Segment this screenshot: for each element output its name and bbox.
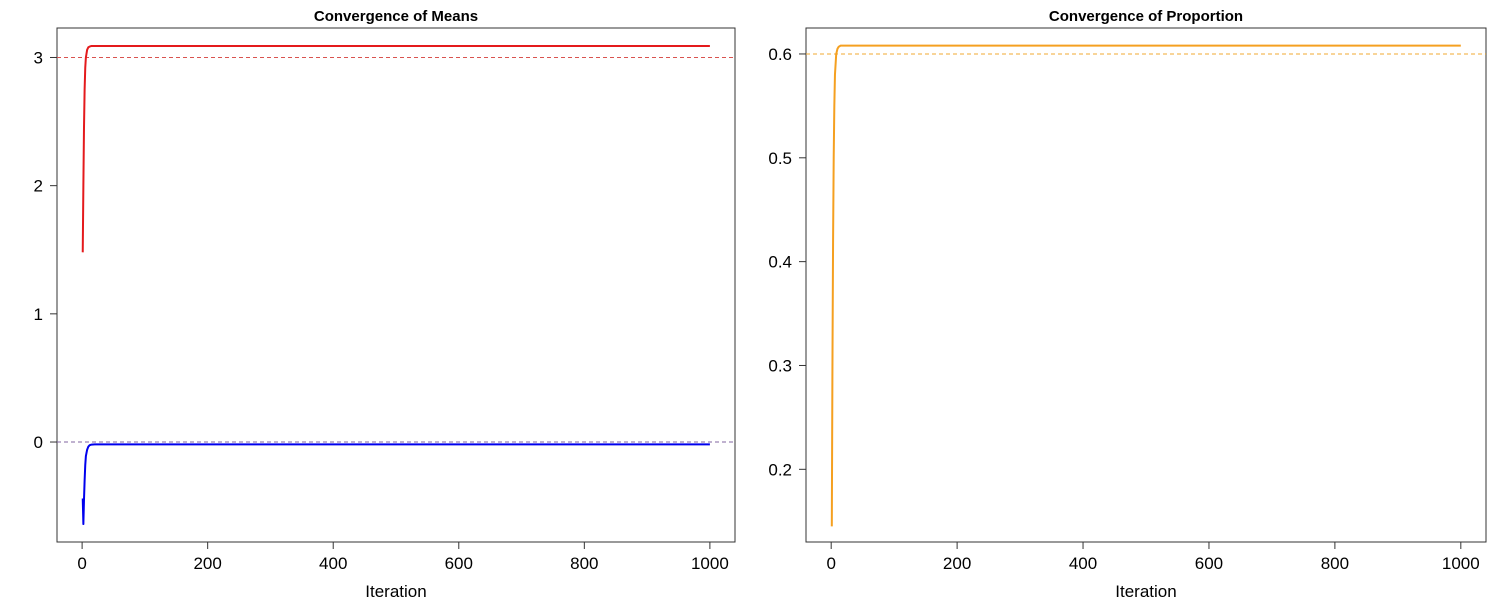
means-chart-title: Convergence of Means (314, 8, 478, 25)
proportion-x-tick-label: 400 (1069, 554, 1097, 573)
means-series-line (81, 443, 710, 526)
proportion-chart-title: Convergence of Proportion (1049, 8, 1243, 25)
means-y-tick-label: 1 (34, 305, 43, 324)
means-x-tick-label: 0 (77, 554, 86, 573)
means-series-line (81, 44, 710, 253)
means-panel: Convergence of Means Iteration 0 200 400 60… (34, 8, 736, 600)
means-y-tick-label: 0 (34, 433, 43, 452)
proportion-y-tick-label: 0.3 (768, 356, 792, 375)
proportion-x-tick-label: 200 (943, 554, 971, 573)
means-x-tick-label: 800 (570, 554, 598, 573)
proportion-x-axis-label: Iteration (1115, 582, 1176, 600)
proportion-plot-frame (805, 27, 1487, 543)
proportion-x-tick-label: 600 (1195, 554, 1223, 573)
means-x-tick-label: 1000 (691, 554, 729, 573)
means-y-tick-label: 3 (34, 48, 43, 67)
proportion-y-tick-label: 0.5 (768, 149, 792, 168)
proportion-y-tick-label: 0.4 (768, 253, 792, 272)
means-plot-frame (56, 27, 736, 543)
proportion-y-tick-label: 0.2 (768, 460, 792, 479)
means-x-tick-label: 600 (445, 554, 473, 573)
proportion-y-tick-label: 0.6 (768, 45, 792, 64)
means-x-tick-label: 200 (193, 554, 221, 573)
means-x-tick-label: 400 (319, 554, 347, 573)
proportion-series-line (830, 44, 1461, 527)
proportion-x-tick-label: 800 (1321, 554, 1349, 573)
proportion-x-tick-label: 0 (826, 554, 835, 573)
proportion-x-tick-label: 1000 (1442, 554, 1480, 573)
proportion-panel: Convergence of Proportion Iteration 0 200… (768, 8, 1487, 600)
means-x-axis-label: Iteration (365, 582, 426, 600)
means-y-tick-label: 2 (34, 177, 43, 196)
